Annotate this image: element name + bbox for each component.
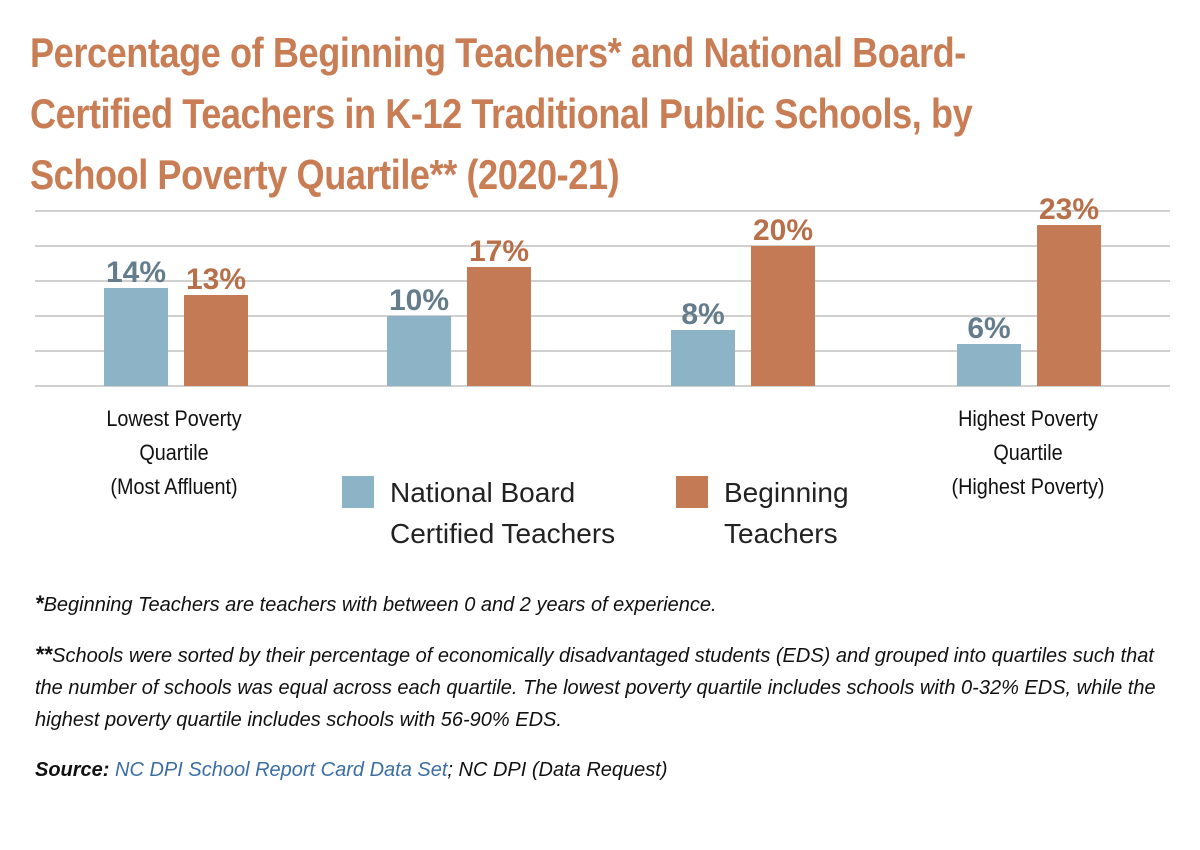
x-category-highest: Highest Poverty Quartile (Highest Povert…: [911, 402, 1145, 504]
x-category-highest-line-2: Quartile: [993, 440, 1063, 465]
data-label-nbct-1: 10%: [389, 284, 449, 317]
legend-swatch-nbct: [342, 476, 374, 508]
x-category-highest-line-3: (Highest Poverty): [951, 474, 1105, 499]
footnote-1: *Beginning Teachers are teachers with be…: [35, 588, 1175, 621]
data-label-beginning-3: 23%: [1039, 193, 1099, 226]
legend-label-beginning-line-2: Teachers: [724, 518, 838, 549]
x-category-lowest-line-1: Lowest Poverty: [106, 406, 242, 431]
source-label: Source:: [35, 759, 110, 781]
legend-label-nbct-line-1: National Board: [390, 477, 576, 508]
bar-beginning-1: [467, 267, 531, 386]
footnote-1-text: Beginning Teachers are teachers with bet…: [43, 594, 717, 616]
bar-nbct-0: [104, 288, 168, 386]
x-category-lowest: Lowest Poverty Quartile (Most Affluent): [57, 402, 291, 504]
footnote-1-mark: *: [35, 591, 44, 616]
bar-nbct-2: [671, 330, 735, 386]
bar-beginning-0: [184, 295, 248, 386]
source-rest: ; NC DPI (Data Request): [447, 759, 668, 781]
legend-label-nbct-line-2: Certified Teachers: [390, 518, 616, 549]
legend-item-beginning: Beginning Teachers: [676, 472, 984, 554]
chart-title-line-1: Percentage of Beginning Teachers* and Na…: [30, 29, 966, 76]
footnote-2-mark: **: [35, 642, 53, 667]
x-category-lowest-line-2: Quartile: [139, 440, 209, 465]
bar-chart: 14% 10% 8% 6% 13% 17% 20% 23%: [35, 193, 1170, 387]
bar-nbct-1: [387, 316, 451, 386]
legend-label-beginning-line-1: Beginning: [724, 477, 849, 508]
x-category-lowest-line-3: (Most Affluent): [110, 474, 238, 499]
legend-label-beginning: Beginning Teachers: [724, 472, 984, 554]
bar-nbct-3: [957, 344, 1021, 386]
data-label-nbct-2: 8%: [681, 298, 724, 331]
source-link[interactable]: NC DPI School Report Card Data Set: [115, 759, 448, 781]
chart-title-line-2: Certified Teachers in K-12 Traditional P…: [30, 90, 973, 137]
bar-beginning-3: [1037, 225, 1101, 386]
data-label-beginning-2: 20%: [753, 214, 813, 247]
legend-item-nbct: National Board Certified Teachers: [342, 472, 650, 554]
source-line: Source: NC DPI School Report Card Data S…: [35, 754, 1175, 786]
bar-beginning-2: [751, 246, 815, 386]
data-label-nbct-3: 6%: [967, 312, 1010, 345]
data-label-beginning-1: 17%: [469, 235, 529, 268]
chart-title: Percentage of Beginning Teachers* and Na…: [30, 22, 1010, 205]
legend-swatch-beginning: [676, 476, 708, 508]
data-label-nbct-0: 14%: [106, 256, 166, 289]
data-label-beginning-0: 13%: [186, 263, 246, 296]
footnotes: *Beginning Teachers are teachers with be…: [35, 588, 1175, 804]
footnote-2: **Schools were sorted by their percentag…: [35, 639, 1175, 736]
x-category-highest-line-1: Highest Poverty: [958, 406, 1098, 431]
footnote-2-text: Schools were sorted by their percentage …: [35, 645, 1156, 731]
legend-label-nbct: National Board Certified Teachers: [390, 472, 650, 554]
chart-title-line-3: School Poverty Quartile** (2020-21): [30, 151, 620, 198]
